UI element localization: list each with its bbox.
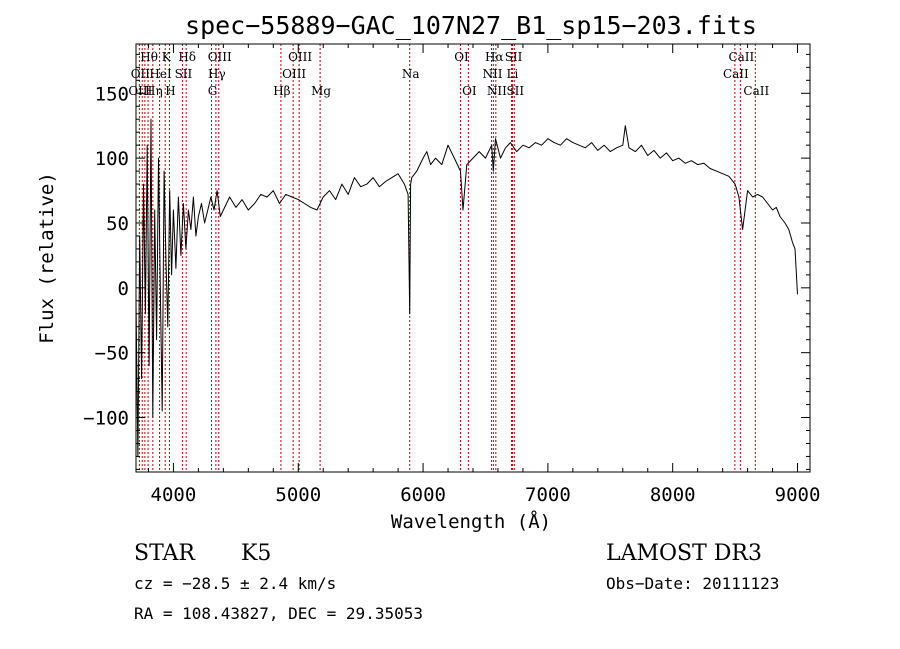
line-label-15: NII (482, 67, 502, 81)
line-label-13: OIII (282, 67, 306, 81)
chart-title: spec−55889−GAC_107N27_B1_sp15−203.fits (185, 11, 757, 40)
line-label-8: CaII (728, 50, 754, 64)
survey-name: LAMOST DR3 (606, 541, 762, 566)
obs-date: Obs−Date: 20111123 (606, 574, 779, 593)
line-label-25: NII (487, 84, 507, 98)
line-label-6: Hα (485, 50, 504, 64)
y-tick-label-0: −100 (83, 408, 129, 430)
line-label-11: SII (175, 67, 193, 81)
coordinates: RA = 108.43827, DEC = 29.35053 (134, 604, 423, 623)
x-tick-label-4: 8000 (650, 484, 696, 506)
y-axis-label: Flux (relative) (36, 172, 58, 344)
line-label-20: H (165, 84, 175, 98)
line-label-17: CaII (723, 67, 749, 81)
object-subclass: K5 (241, 541, 271, 566)
y-axis: −100 −50 0 50 100 150 (83, 53, 810, 470)
x-tick-label-5: 9000 (775, 484, 821, 506)
object-type: STAR (134, 541, 196, 566)
line-label-4: OIII (288, 50, 312, 64)
line-label-21: G (208, 84, 218, 98)
line-label-27: CaII (743, 84, 769, 98)
line-label-9: OII (131, 67, 151, 81)
x-axis: 4000 5000 6000 7000 8000 9000 (147, 44, 821, 506)
series-group (135, 118, 798, 457)
x-tick-label-0: 4000 (151, 484, 197, 506)
x-tick-label-3: 7000 (525, 484, 571, 506)
line-label-14: Na (402, 67, 420, 81)
x-tick-label-2: 6000 (400, 484, 446, 506)
line-label-5: OI (454, 50, 469, 64)
line-label-0: Hθ (140, 50, 158, 64)
line-label-16: Li (507, 67, 519, 81)
y-tick-label-3: 50 (106, 213, 129, 235)
line-label-18: OIII (128, 84, 152, 98)
line-label-10: HeI (149, 67, 172, 81)
x-axis-label: Wavelength (Å) (391, 510, 551, 533)
x-tick-label-1: 5000 (275, 484, 321, 506)
line-label-7: SII (505, 50, 523, 64)
line-label-2: Hδ (178, 50, 196, 64)
line-label-12: Hγ (208, 67, 226, 81)
line-label-1: K (162, 50, 172, 64)
y-tick-label-5: 150 (95, 83, 129, 105)
plot-frame (135, 43, 811, 473)
line-label-23: Mg (311, 84, 331, 98)
line-label-26: SII (506, 84, 524, 98)
line-label-24: OI (462, 84, 477, 98)
redshift-cz: cz = −28.5 ± 2.4 km/s (134, 574, 336, 593)
y-tick-label-1: −50 (95, 343, 129, 365)
y-tick-label-2: 0 (118, 278, 129, 300)
series-line-flux (135, 118, 798, 457)
reference-lines (138, 44, 756, 472)
line-label-22: Hβ (273, 84, 290, 98)
y-tick-label-4: 100 (95, 148, 129, 170)
line-label-19: Hη (145, 84, 163, 98)
line-label-3: OIII (208, 50, 232, 64)
